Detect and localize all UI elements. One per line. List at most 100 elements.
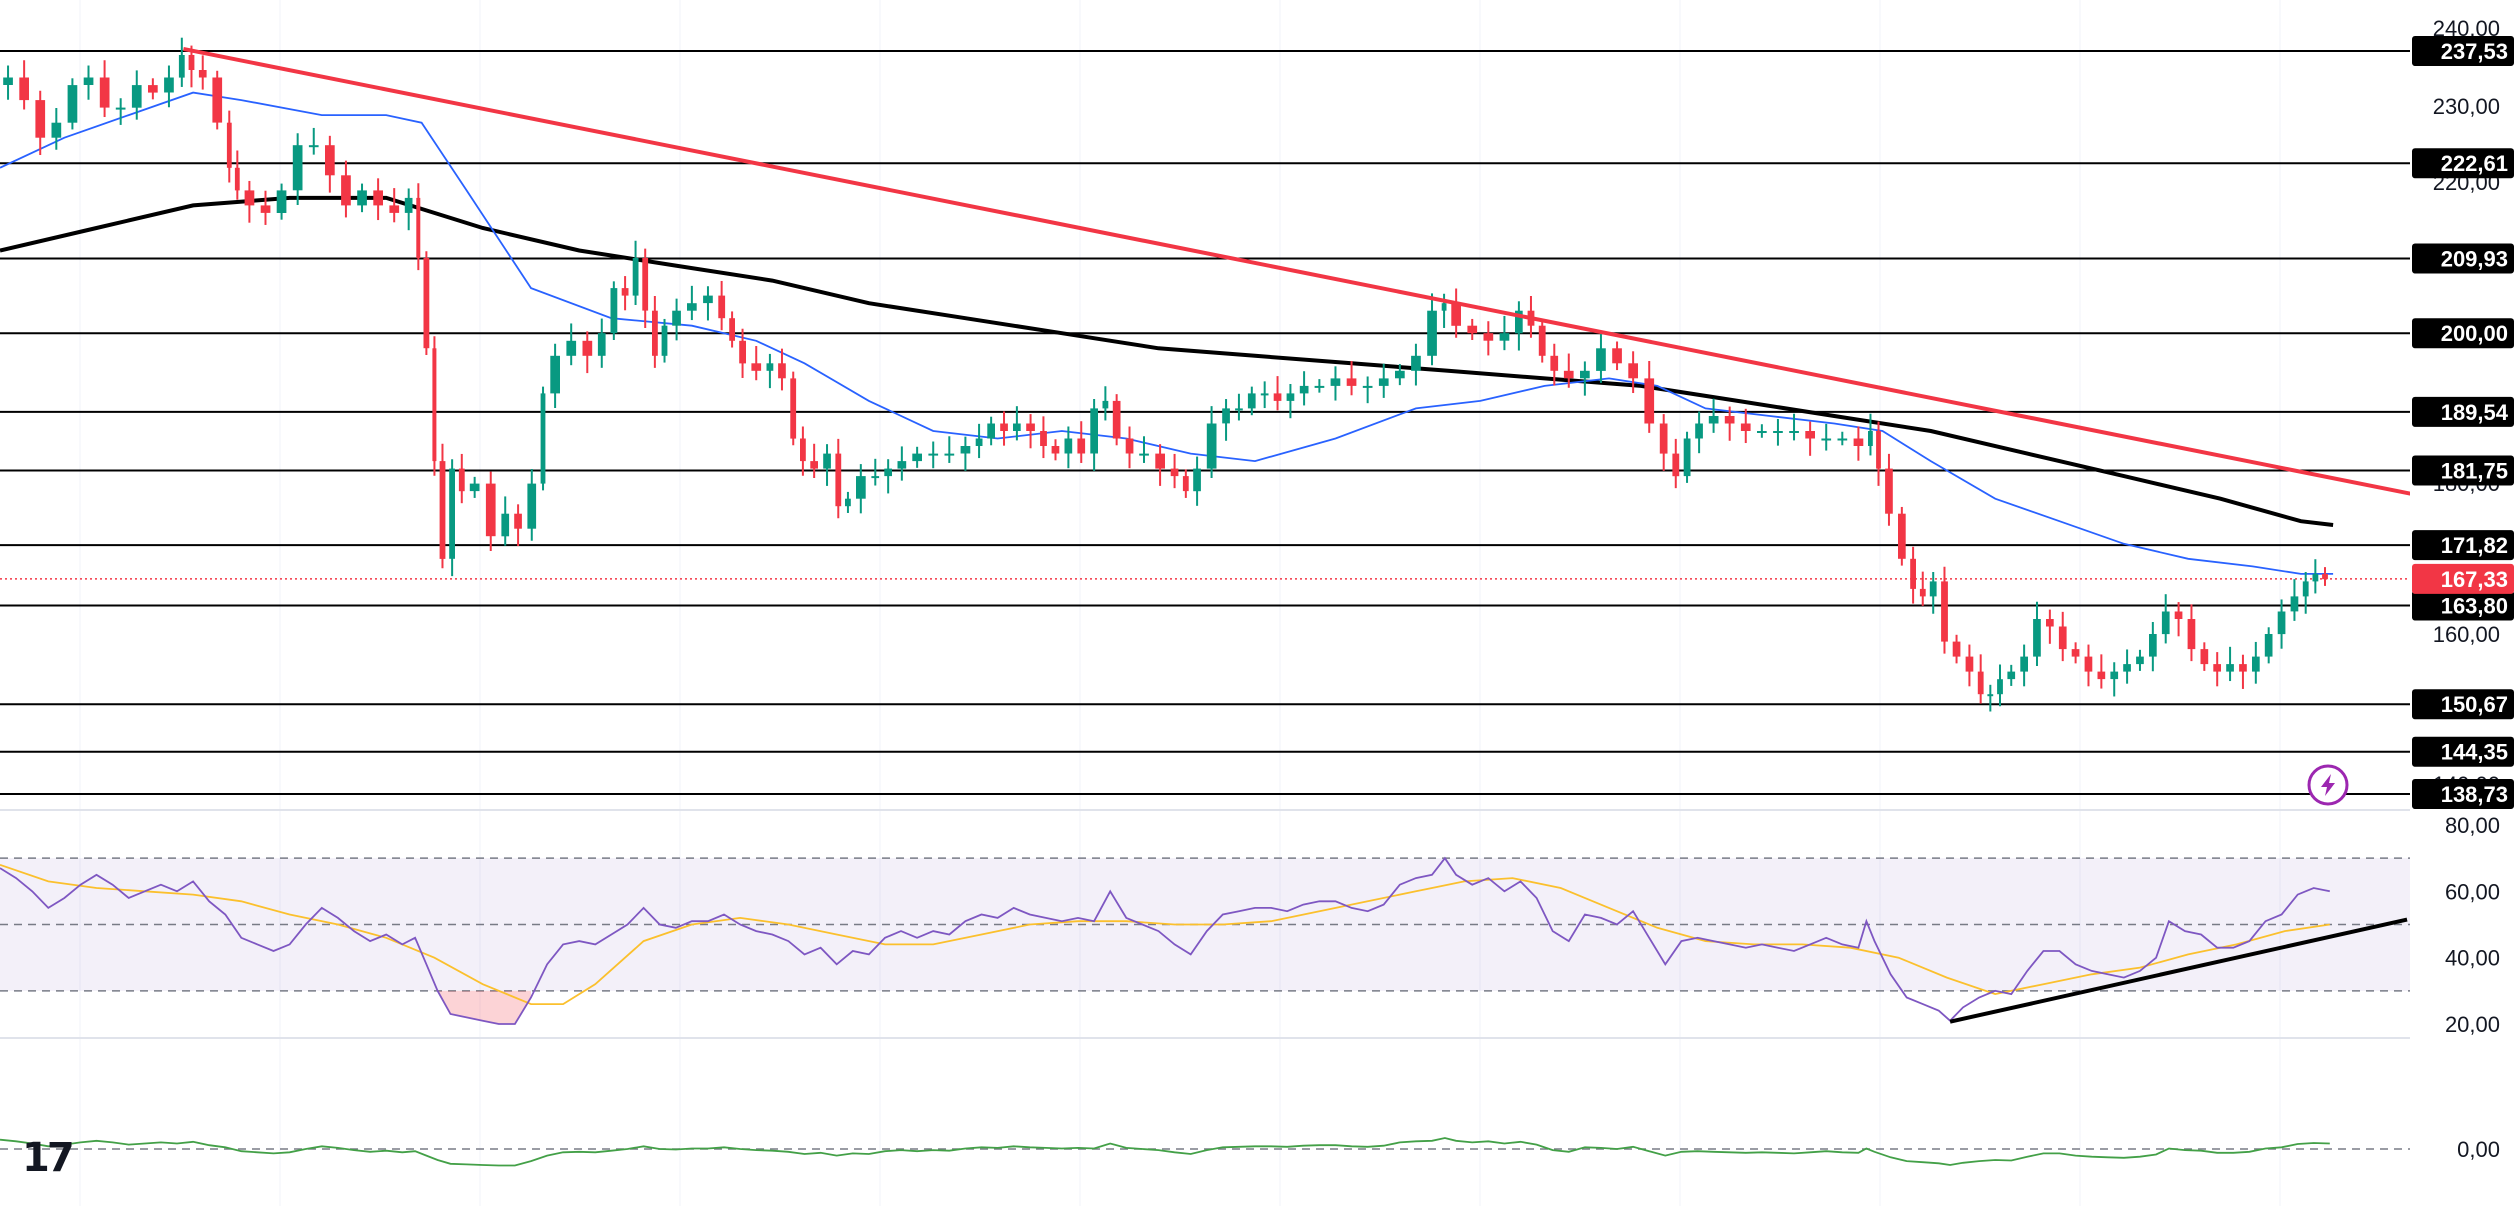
- rsi-ascending-trendline[interactable]: [1949, 917, 2408, 1024]
- candle[interactable]: [672, 310, 681, 326]
- candle[interactable]: [1314, 385, 1325, 388]
- candle[interactable]: [550, 355, 560, 394]
- candle[interactable]: [1757, 431, 1767, 433]
- candle[interactable]: [1247, 393, 1256, 409]
- candle[interactable]: [975, 438, 983, 447]
- candle[interactable]: [341, 175, 351, 206]
- candle[interactable]: [1919, 588, 1926, 597]
- candle[interactable]: [1563, 370, 1574, 379]
- candle[interactable]: [2302, 581, 2309, 597]
- candle[interactable]: [1708, 416, 1719, 424]
- candle[interactable]: [1580, 370, 1590, 379]
- candle[interactable]: [449, 468, 455, 559]
- candle[interactable]: [501, 513, 510, 537]
- candle[interactable]: [439, 461, 446, 559]
- candle[interactable]: [1102, 400, 1109, 409]
- candle[interactable]: [1515, 310, 1523, 334]
- candle[interactable]: [1170, 468, 1179, 477]
- lightning-bolt-icon[interactable]: [2307, 764, 2349, 806]
- candle[interactable]: [800, 438, 806, 462]
- candle[interactable]: [1155, 453, 1165, 469]
- candle[interactable]: [1299, 385, 1309, 394]
- candle[interactable]: [2264, 634, 2273, 657]
- candle[interactable]: [99, 77, 110, 108]
- candle[interactable]: [164, 77, 174, 93]
- candle[interactable]: [3, 77, 13, 86]
- candle[interactable]: [423, 258, 430, 349]
- candle[interactable]: [2136, 656, 2144, 665]
- candle[interactable]: [2033, 619, 2041, 657]
- candle[interactable]: [1112, 400, 1121, 439]
- candle[interactable]: [234, 167, 240, 191]
- candle[interactable]: [1427, 310, 1437, 356]
- candle[interactable]: [1013, 423, 1021, 432]
- candle[interactable]: [871, 476, 880, 479]
- candle[interactable]: [1910, 558, 1916, 589]
- candle[interactable]: [597, 333, 606, 356]
- candle[interactable]: [2226, 664, 2234, 672]
- candle[interactable]: [1206, 423, 1217, 469]
- candle[interactable]: [178, 55, 185, 78]
- candle[interactable]: [131, 85, 142, 108]
- candle[interactable]: [389, 205, 400, 213]
- candle[interactable]: [1789, 431, 1799, 433]
- candle[interactable]: [432, 348, 437, 462]
- candle[interactable]: [2046, 619, 2054, 627]
- candle[interactable]: [325, 145, 335, 176]
- candle[interactable]: [810, 461, 818, 469]
- candle[interactable]: [469, 483, 480, 492]
- candlestick-series[interactable]: [3, 37, 2328, 712]
- candle[interactable]: [751, 363, 762, 371]
- candle[interactable]: [373, 190, 383, 206]
- candle[interactable]: [1683, 438, 1691, 477]
- candle[interactable]: [292, 145, 303, 191]
- candle[interactable]: [2071, 649, 2080, 657]
- candle[interactable]: [987, 423, 995, 439]
- candle[interactable]: [1378, 378, 1389, 386]
- candle[interactable]: [1000, 423, 1008, 432]
- candle[interactable]: [2020, 656, 2028, 672]
- candle[interactable]: [458, 468, 465, 492]
- candle[interactable]: [1260, 393, 1269, 396]
- candle[interactable]: [1628, 363, 1638, 379]
- candle[interactable]: [19, 77, 29, 101]
- candle[interactable]: [1837, 438, 1848, 441]
- candle[interactable]: [1773, 431, 1783, 433]
- candle[interactable]: [1395, 370, 1405, 379]
- candle[interactable]: [2149, 634, 2157, 657]
- candle[interactable]: [960, 446, 971, 454]
- candle[interactable]: [2084, 656, 2093, 672]
- candle[interactable]: [1483, 333, 1494, 341]
- candle[interactable]: [566, 340, 577, 356]
- candle[interactable]: [2252, 656, 2260, 672]
- candle[interactable]: [1853, 438, 1864, 447]
- candle[interactable]: [1125, 438, 1134, 454]
- candle[interactable]: [1672, 453, 1680, 477]
- candle[interactable]: [1273, 393, 1282, 401]
- candle[interactable]: [1987, 694, 1994, 697]
- candle[interactable]: [1451, 303, 1461, 326]
- candle[interactable]: [1876, 431, 1881, 469]
- candle[interactable]: [2058, 626, 2067, 650]
- candle[interactable]: [2239, 664, 2247, 672]
- candle[interactable]: [2097, 671, 2106, 680]
- candle[interactable]: [67, 85, 78, 123]
- candle[interactable]: [912, 453, 922, 462]
- candle[interactable]: [790, 378, 797, 439]
- candle[interactable]: [35, 100, 46, 138]
- candle[interactable]: [1467, 325, 1478, 334]
- candle[interactable]: [2277, 611, 2286, 635]
- candle[interactable]: [1659, 423, 1668, 454]
- candle[interactable]: [582, 340, 593, 356]
- candle[interactable]: [2123, 664, 2131, 672]
- candle[interactable]: [718, 295, 726, 319]
- rsi-line[interactable]: [0, 856, 2330, 1025]
- candle[interactable]: [1821, 438, 1832, 441]
- candle[interactable]: [2110, 671, 2119, 680]
- candle[interactable]: [1499, 333, 1510, 341]
- candle[interactable]: [703, 295, 713, 304]
- candle[interactable]: [729, 318, 735, 341]
- descending-trendline[interactable]: [183, 47, 2418, 497]
- candle[interactable]: [1952, 641, 1961, 657]
- candle[interactable]: [1885, 468, 1893, 514]
